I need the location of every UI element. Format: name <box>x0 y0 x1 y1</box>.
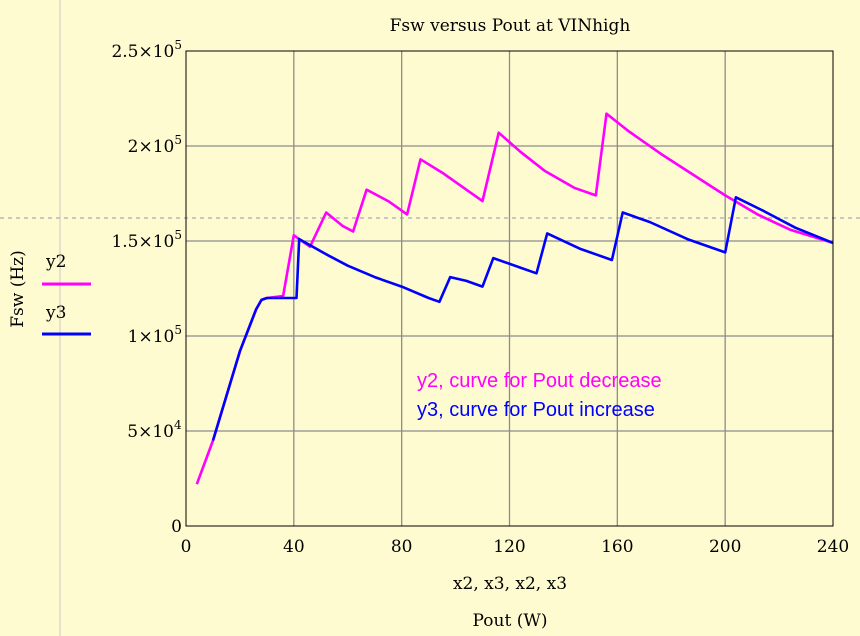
annotation-y2: y2, curve for Pout decrease <box>417 370 662 392</box>
y-tick-label: 1×105 <box>128 323 182 347</box>
y-tick-labels: 0 5×104 1×105 1.5×105 2×105 2.5×105 <box>111 38 182 537</box>
y-tick-label: 0 <box>171 517 182 537</box>
grid-lines <box>186 51 833 526</box>
annotation-y3: y3, curve for Pout increase <box>417 399 655 421</box>
y-tick-label: 2×105 <box>128 133 182 157</box>
x-tick-label: 160 <box>601 537 633 557</box>
x-axis-label: Pout (W) <box>473 611 548 631</box>
y-axis-label: Fsw (Hz) <box>8 250 28 328</box>
series-lines <box>195 112 834 485</box>
legend-label-y2: y2 <box>45 252 66 272</box>
legend: y2 y3 <box>42 252 91 336</box>
chart-title: Fsw versus Pout at VINhigh <box>390 16 631 36</box>
x-tick-label: 120 <box>493 537 525 557</box>
x-tick-label: 240 <box>817 537 849 557</box>
x-tick-label: 40 <box>283 537 305 557</box>
x-tick-label: 0 <box>181 537 192 557</box>
y-tick-label: 1.5×105 <box>111 228 182 252</box>
y-tick-label: 2.5×105 <box>111 38 182 62</box>
x-tick-labels: 0 40 80 120 160 200 240 <box>181 537 850 557</box>
y-tick-label: 5×104 <box>127 418 182 442</box>
x-tick-label: 200 <box>709 537 741 557</box>
series-line-y3 <box>211 196 834 441</box>
x-tick-label: 80 <box>391 537 413 557</box>
x-axis-variables: x2, x3, x2, x3 <box>453 574 567 594</box>
plot-frame <box>185 50 834 527</box>
legend-label-y3: y3 <box>45 303 66 323</box>
